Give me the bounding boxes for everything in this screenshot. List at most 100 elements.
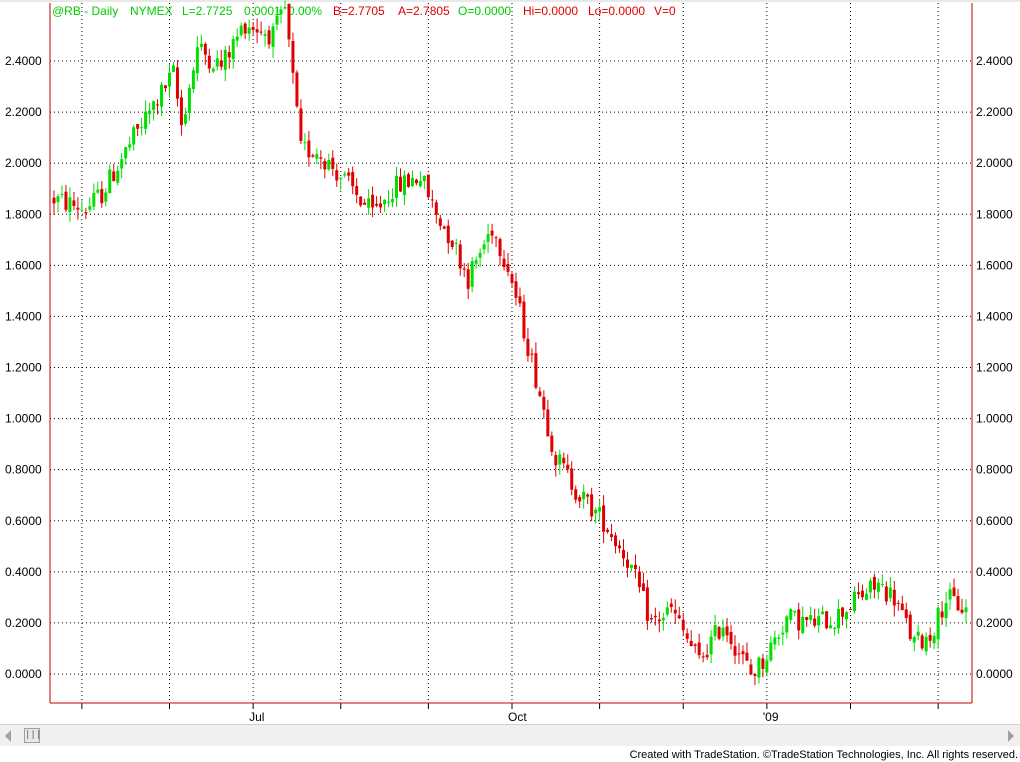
bar-body — [498, 239, 502, 257]
bar-body — [434, 202, 438, 215]
bar-body — [375, 203, 379, 206]
ohlc-bar — [383, 199, 387, 212]
bar-body — [402, 175, 406, 196]
ohlc-bar — [725, 617, 729, 643]
bar-body — [777, 637, 781, 639]
ohlc-bar — [625, 551, 629, 578]
bar-body — [860, 590, 864, 598]
ohlc-bar — [956, 588, 960, 612]
bar-body — [912, 636, 916, 643]
ohlc-bar — [809, 606, 813, 622]
ohlc-bar — [167, 63, 171, 99]
ohlc-bar — [570, 461, 574, 496]
bar-body — [805, 617, 809, 620]
bar-body — [876, 582, 880, 592]
bar-body — [327, 160, 331, 170]
ohlc-bar — [614, 532, 618, 554]
ohlc-bar — [657, 611, 661, 633]
bar-body — [733, 646, 737, 656]
header-open: O=0.0000 — [458, 4, 511, 18]
ohlc-bar — [948, 582, 952, 610]
ohlc-bar — [960, 598, 964, 615]
bar-body — [387, 201, 391, 203]
bar-body — [880, 584, 884, 586]
bar-body — [578, 497, 582, 502]
footer-credit: Created with TradeStation. ©TradeStation… — [629, 749, 1018, 761]
scroll-thumb[interactable]: ||| — [24, 728, 41, 743]
bar-body — [709, 636, 713, 655]
ohlc-bar — [299, 99, 303, 145]
bar-body — [693, 644, 697, 646]
bar-body — [363, 202, 367, 205]
bar-body — [745, 652, 749, 661]
ohlc-bar — [175, 59, 179, 107]
scroll-left-icon[interactable] — [5, 730, 11, 742]
ohlc-bar — [263, 29, 267, 47]
ohlc-bar — [876, 578, 880, 600]
bar-body — [614, 535, 618, 547]
bar-body — [833, 627, 837, 630]
bar-body — [104, 192, 108, 202]
bar-body — [223, 49, 227, 70]
bar-body — [494, 237, 498, 239]
bar-body — [116, 170, 120, 183]
bar-body — [462, 268, 466, 270]
bar-body — [813, 618, 817, 626]
ohlc-bar — [868, 577, 872, 599]
bar-body — [685, 633, 689, 639]
ohlc-bar — [335, 163, 339, 187]
bar-body — [112, 171, 116, 182]
bar-body — [235, 36, 239, 41]
ohlc-bar — [219, 49, 223, 71]
ohlc-bar — [108, 164, 112, 194]
ohlc-bar — [765, 654, 769, 676]
bar-body — [506, 264, 510, 272]
ohlc-bar — [72, 191, 76, 211]
bar-body — [351, 172, 355, 187]
bar-body — [924, 636, 928, 652]
y-tick-label-right: 2.2000 — [976, 105, 1013, 119]
scroll-right-icon[interactable] — [1008, 730, 1014, 742]
bar-body — [60, 193, 64, 195]
ohlc-bar — [518, 287, 522, 308]
ohlc-bar — [701, 652, 705, 663]
horizontal-scrollbar[interactable]: ||| — [0, 724, 1020, 746]
y-tick-label-left: 1.4000 — [5, 309, 42, 323]
y-tick-label-left: 0.2000 — [5, 616, 42, 630]
ohlc-bar — [223, 45, 227, 82]
bar-body — [187, 87, 191, 113]
bar-body — [960, 609, 964, 613]
bar-body — [952, 587, 956, 596]
ohlc-bar — [422, 175, 426, 190]
ohlc-bar — [458, 240, 462, 276]
ohlc-bar — [598, 499, 602, 522]
bar-body — [331, 157, 335, 169]
y-tick-label-left: 0.8000 — [5, 463, 42, 477]
bar-body — [108, 169, 112, 194]
bar-body — [558, 454, 562, 465]
bar-body — [856, 592, 860, 595]
bar-body — [339, 177, 343, 179]
ohlc-bar — [880, 574, 884, 588]
header-pct: 0.00% — [288, 4, 322, 18]
ohlc-bar — [183, 107, 187, 127]
bar-body — [283, 7, 287, 9]
y-tick-label-right: 0.4000 — [976, 565, 1013, 579]
bar-body — [761, 658, 765, 669]
ohlc-bar — [287, 3, 291, 47]
y-tick-label-left: 1.0000 — [5, 412, 42, 426]
bar-body — [900, 603, 904, 611]
bar-body — [701, 656, 705, 658]
ohlc-bar — [68, 187, 72, 222]
bar-body — [291, 41, 295, 73]
y-tick-label-left: 1.2000 — [5, 361, 42, 375]
ohlc-bar — [359, 196, 363, 208]
ohlc-bar — [522, 294, 526, 342]
bar-body — [502, 258, 506, 268]
ohlc-bar — [637, 566, 641, 593]
bar-body — [239, 25, 243, 36]
bar-body — [737, 653, 741, 655]
ohlc-bar — [697, 633, 701, 659]
y-tick-label-right: 1.0000 — [976, 412, 1013, 426]
bar-body — [618, 545, 622, 549]
